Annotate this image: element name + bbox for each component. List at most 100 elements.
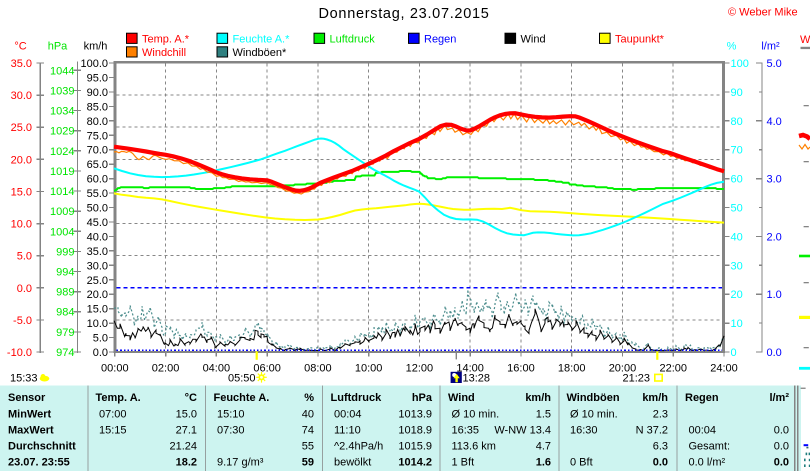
svg-text:1018.9: 1018.9 [398,424,432,436]
svg-text:07:30: 07:30 [217,424,245,436]
svg-text:Taupunkt*: Taupunkt* [615,33,665,45]
svg-text:15:33: 15:33 [10,372,38,384]
svg-text:20: 20 [731,289,743,301]
svg-text:Wind: Wind [521,33,546,45]
svg-text:1039: 1039 [50,85,74,97]
svg-text:hPa: hPa [48,41,68,53]
svg-text:13:28: 13:28 [463,372,491,384]
svg-text:^2.4hPa/h: ^2.4hPa/h [334,441,383,453]
svg-text:100.0: 100.0 [80,58,108,70]
svg-text:0.0: 0.0 [653,457,668,469]
svg-text:21.24: 21.24 [169,441,197,453]
svg-text:979: 979 [56,327,74,339]
svg-text:0.0: 0.0 [774,424,789,436]
svg-text:Sensor: Sensor [8,392,46,404]
svg-text:1015.9: 1015.9 [398,441,432,453]
svg-text:11:10: 11:10 [334,424,361,436]
svg-text:km/h: km/h [84,41,108,53]
svg-text:30: 30 [731,260,743,272]
svg-text:km/h: km/h [525,392,551,404]
svg-text:40.0: 40.0 [87,231,108,243]
svg-text:100: 100 [731,58,749,70]
svg-text:27.1: 27.1 [176,424,197,436]
svg-text:10: 10 [731,318,743,330]
svg-text:00:00: 00:00 [101,363,129,375]
svg-text:04:00: 04:00 [203,363,231,375]
svg-text:07:00: 07:00 [99,408,127,420]
svg-text:4.0: 4.0 [767,116,782,128]
svg-text:-10.0: -10.0 [7,347,32,359]
svg-text:16:00: 16:00 [507,363,535,375]
svg-text:08:00: 08:00 [304,363,332,375]
svg-text:1013.9: 1013.9 [398,408,432,420]
svg-text:Durchschnitt: Durchschnitt [8,441,76,453]
svg-text:Wind: Wind [448,392,475,404]
svg-text:02:00: 02:00 [152,363,180,375]
svg-text:50.0: 50.0 [87,203,108,215]
svg-text:59: 59 [302,457,314,469]
svg-text:20:00: 20:00 [609,363,637,375]
svg-text:W: W [800,34,810,46]
svg-text:80: 80 [731,116,743,128]
svg-text:1014.2: 1014.2 [398,457,432,469]
svg-text:W-NW 13.4: W-NW 13.4 [494,424,551,436]
svg-text:0: 0 [731,347,737,359]
svg-text:1009: 1009 [50,206,74,218]
svg-text:12:00: 12:00 [406,363,434,375]
svg-text:90: 90 [731,87,743,99]
svg-text:0.0: 0.0 [774,441,789,453]
svg-text:15.0: 15.0 [87,304,108,316]
svg-text:40: 40 [302,408,314,420]
svg-text:5.0: 5.0 [93,333,108,345]
svg-text:74: 74 [302,424,314,436]
svg-text:km/h: km/h [642,392,668,404]
svg-text:14:00: 14:00 [456,363,484,375]
svg-text:0 Bft: 0 Bft [570,457,593,469]
svg-text:Ø 10 min.: Ø 10 min. [570,408,618,420]
svg-text:15.0: 15.0 [11,186,32,198]
svg-text:Ø 10 min.: Ø 10 min. [452,408,500,420]
svg-text:35.0: 35.0 [87,246,108,258]
svg-text:Feuchte A.: Feuchte A. [214,392,270,404]
svg-text:Windböen*: Windböen* [233,47,288,59]
svg-text:15.0: 15.0 [176,408,197,420]
svg-text:N 37.2: N 37.2 [636,424,668,436]
svg-text:l/m²: l/m² [761,41,780,53]
svg-text:989: 989 [56,287,74,299]
svg-text:1024: 1024 [50,146,74,158]
svg-text:hPa: hPa [412,392,433,404]
svg-text:60.0: 60.0 [87,174,108,186]
svg-text:Donnerstag, 23.07.2015: Donnerstag, 23.07.2015 [319,6,490,22]
svg-text:85.0: 85.0 [87,101,108,113]
svg-text:1004: 1004 [50,226,74,238]
svg-text:Gesamt:: Gesamt: [689,441,731,453]
svg-text:55: 55 [302,441,314,453]
svg-text:15:10: 15:10 [217,408,245,420]
svg-text:70: 70 [731,145,743,157]
svg-text:984: 984 [56,307,74,319]
svg-text:994: 994 [56,267,74,279]
svg-text:1019: 1019 [50,166,74,178]
svg-text:l/m²: l/m² [769,392,789,404]
svg-text:25.0: 25.0 [87,275,108,287]
svg-text:55.0: 55.0 [87,188,108,200]
svg-text:9.17 g/m³: 9.17 g/m³ [217,457,264,469]
svg-text:30.0: 30.0 [87,260,108,272]
svg-text:1 Bft: 1 Bft [452,457,475,469]
svg-text:1.5: 1.5 [536,408,551,420]
svg-text:Regen: Regen [685,392,719,404]
svg-text:24:00: 24:00 [710,363,738,375]
svg-text:90.0: 90.0 [87,87,108,99]
svg-text:Luftdruck: Luftdruck [330,33,376,45]
svg-text:1034: 1034 [50,106,74,118]
svg-text:0.0: 0.0 [774,457,789,469]
svg-text:MaxWert: MaxWert [8,424,54,436]
svg-text:5.0: 5.0 [767,58,782,70]
svg-text:1.6: 1.6 [536,457,551,469]
svg-text:1029: 1029 [50,126,74,138]
svg-text:10:00: 10:00 [355,363,383,375]
svg-text:1014: 1014 [50,186,74,198]
svg-text:4.7: 4.7 [536,441,551,453]
svg-text:%: % [304,392,314,404]
svg-text:Luftdruck: Luftdruck [331,392,383,404]
